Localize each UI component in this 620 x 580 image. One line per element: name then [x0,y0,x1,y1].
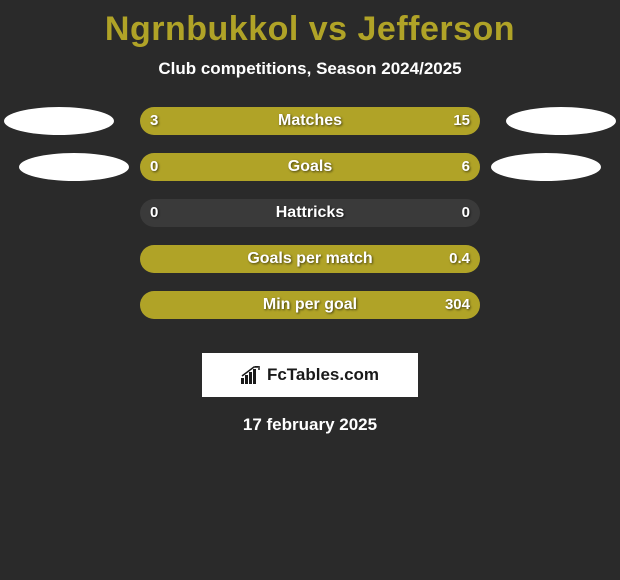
stat-row: Matches3 15 [0,107,620,153]
player-avatar-left [19,153,129,181]
page-title: Ngrnbukkol vs Jefferson [0,10,620,49]
stat-value-left: 0 [150,153,158,181]
subtitle: Club competitions, Season 2024/2025 [0,59,620,79]
stat-label: Matches [140,107,480,135]
stat-row: Goals0 6 [0,153,620,199]
comparison-infographic: Ngrnbukkol vs Jefferson Club competition… [0,0,620,435]
player-avatar-right [491,153,601,181]
stat-value-left: 0 [150,199,158,227]
stat-row: Min per goal304 [0,291,620,337]
stat-label: Min per goal [140,291,480,319]
date-text: 17 february 2025 [0,415,620,435]
player-avatar-right [506,107,616,135]
stat-value-right: 15 [453,107,470,135]
stat-value-right: 0.4 [449,245,470,273]
stat-value-right: 6 [462,153,470,181]
stat-row: Hattricks0 0 [0,199,620,245]
stat-value-right: 0 [462,199,470,227]
chart-icon [241,366,263,384]
stat-label: Goals per match [140,245,480,273]
stat-rows: Matches315Goals06Hattricks00Goals per ma… [0,107,620,337]
stat-row: Goals per match0.4 [0,245,620,291]
logo-box: FcTables.com [202,353,418,397]
stat-value-left: 3 [150,107,158,135]
stat-label: Hattricks [140,199,480,227]
stat-value-right: 304 [445,291,470,319]
player-avatar-left [4,107,114,135]
stat-label: Goals [140,153,480,181]
logo-text: FcTables.com [267,365,379,385]
